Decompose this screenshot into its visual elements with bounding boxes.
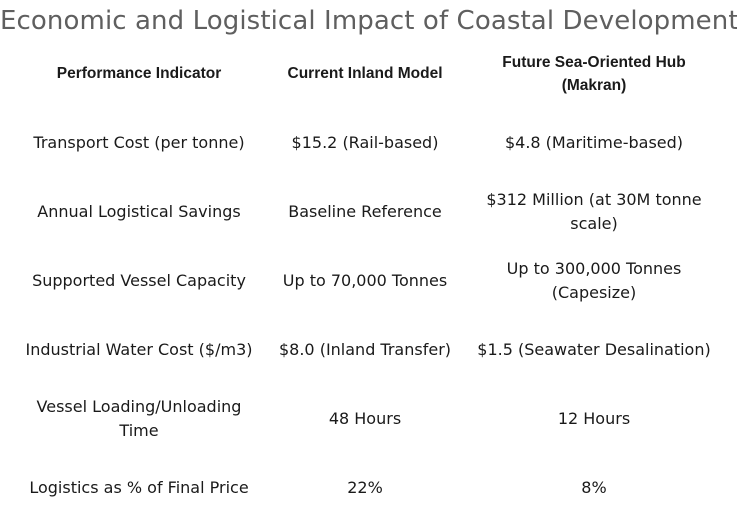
future-hub-cell: 12 Hours (557, 408, 631, 428)
indicator-cell: Industrial Water Cost ($/m3) (25, 339, 253, 359)
table-row: Logistics as % of Final Price 22% 8% (14, 453, 722, 522)
indicator-cell: Annual Logistical Savings (37, 201, 241, 221)
table-header-row: Performance Indicator Current Inland Mod… (14, 39, 722, 108)
indicator-cell: Transport Cost (per tonne) (33, 132, 245, 152)
table-row: Annual Logistical Savings Baseline Refer… (14, 177, 722, 246)
indicator-cell: Vessel Loading/Unloading Time (36, 396, 242, 440)
future-hub-cell: 8% (581, 477, 607, 497)
table-row: Industrial Water Cost ($/m3) $8.0 (Inlan… (14, 315, 722, 384)
table-row: Transport Cost (per tonne) $15.2 (Rail-b… (14, 108, 722, 177)
comparison-table: Performance Indicator Current Inland Mod… (14, 39, 722, 522)
indicator-cell: Logistics as % of Final Price (29, 477, 249, 497)
table-row: Vessel Loading/Unloading Time 48 Hours 1… (14, 384, 722, 453)
current-model-cell: $8.0 (Inland Transfer) (278, 339, 452, 359)
column-header-current-model: Current Inland Model (287, 65, 443, 82)
column-header-indicator: Performance Indicator (56, 65, 222, 82)
table-row: Supported Vessel Capacity Up to 70,000 T… (14, 246, 722, 315)
column-header-future-hub: Future Sea-Oriented Hub (Makran) (502, 53, 686, 94)
current-model-cell: $15.2 (Rail-based) (291, 132, 439, 152)
future-hub-cell: $312 Million (at 30M tonne scale) (486, 189, 702, 233)
current-model-cell: Baseline Reference (288, 201, 442, 221)
indicator-cell: Supported Vessel Capacity (32, 270, 246, 290)
future-hub-cell: $4.8 (Maritime-based) (504, 132, 684, 152)
current-model-cell: 48 Hours (328, 408, 402, 428)
future-hub-cell: Up to 300,000 Tonnes (Capesize) (506, 258, 682, 302)
future-hub-cell: $1.5 (Seawater Desalination) (477, 339, 711, 359)
current-model-cell: 22% (347, 477, 383, 497)
current-model-cell: Up to 70,000 Tonnes (282, 270, 448, 290)
page-title: Economic and Logistical Impact of Coasta… (0, 6, 737, 36)
